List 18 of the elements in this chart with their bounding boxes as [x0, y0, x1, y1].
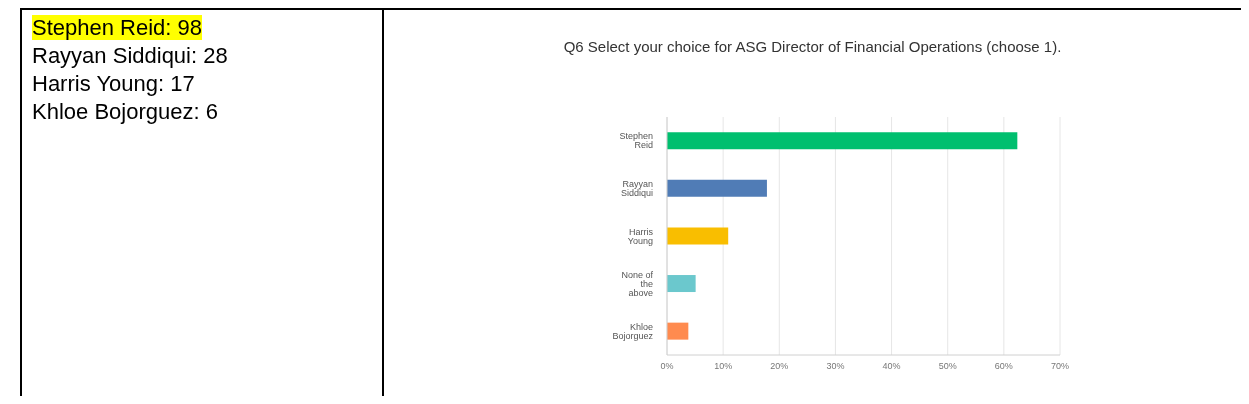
y-tick-label: Harris Young	[627, 226, 654, 246]
x-tick-label: 20%	[770, 361, 789, 372]
y-tick-label: Stephen Reid	[619, 131, 653, 151]
y-tick-label: Rayyan Siddiqui	[620, 179, 653, 199]
text: Harris Young: 17	[32, 71, 195, 96]
y-tick-label: None of the above	[621, 269, 654, 298]
text: Rayyan Siddiqui: 28	[32, 43, 228, 68]
chart-title: Q6 Select your choice for ASG Director of Financial Operations (choose 1).	[562, 38, 1063, 55]
x-tick-label: 0%	[660, 361, 674, 372]
y-tick-label: Khloe Bojorguez	[612, 321, 654, 341]
text: Khloe Bojorguez: 6	[32, 99, 218, 124]
x-tick-label: 70%	[1050, 361, 1070, 372]
x-tick-label: 40%	[882, 361, 901, 372]
x-tick-label: 30%	[826, 361, 845, 372]
text: Stephen Reid: 98	[32, 15, 203, 40]
x-tick-label: 60%	[994, 361, 1013, 372]
x-tick-label: 10%	[714, 361, 733, 372]
x-tick-label: 50%	[938, 361, 957, 372]
